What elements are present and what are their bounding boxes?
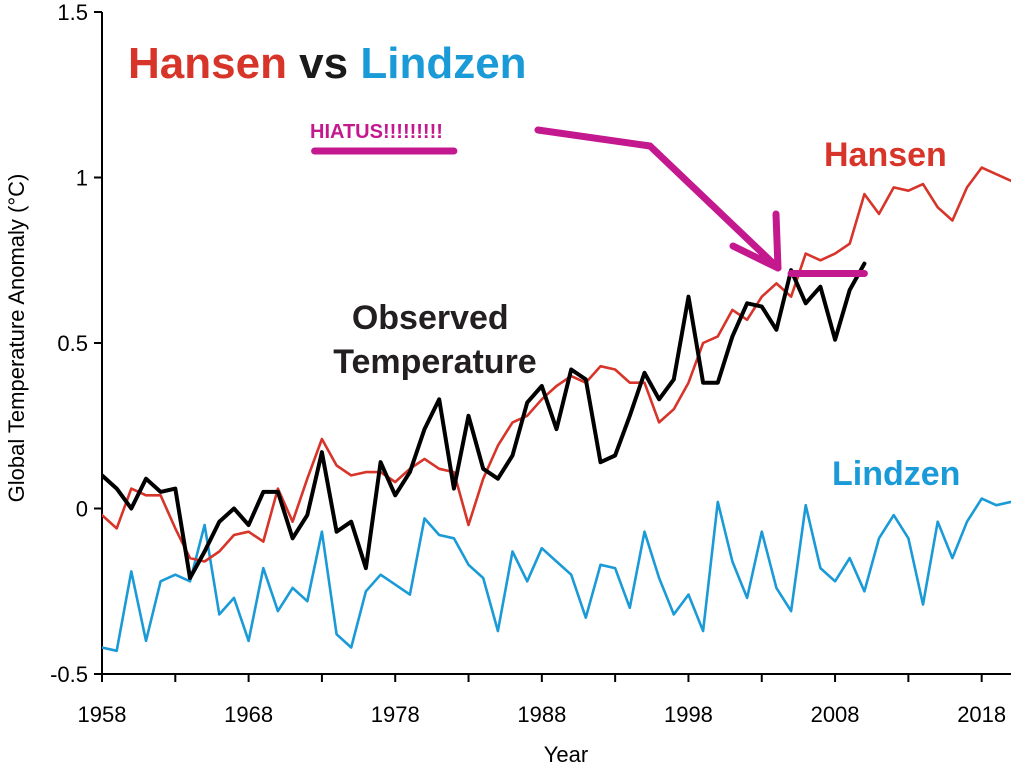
x-axis-title: Year bbox=[544, 742, 588, 767]
series-label-hansen: Hansen bbox=[824, 136, 947, 174]
observed-label-line-1: Observed bbox=[352, 299, 509, 337]
y-tick-label: 0.5 bbox=[57, 331, 88, 356]
x-tick-label: 2018 bbox=[957, 702, 1006, 727]
series-line-hansen bbox=[102, 166, 1011, 563]
hiatus-text: HIATUS!!!!!!!!! bbox=[310, 121, 443, 143]
y-axis-title: Global Temperature Anomaly (°C) bbox=[4, 174, 29, 503]
series-line-observed bbox=[102, 261, 867, 580]
chart-title-part: Lindzen bbox=[360, 39, 526, 88]
x-tick-label: 1968 bbox=[224, 702, 273, 727]
x-tick-label: 1998 bbox=[664, 702, 713, 727]
x-tick-label: 2008 bbox=[811, 702, 860, 727]
hiatus-arrow bbox=[534, 126, 782, 272]
x-tick-label: 1978 bbox=[371, 702, 420, 727]
y-tick-label: 1.5 bbox=[57, 0, 88, 25]
y-tick-label: -0.5 bbox=[50, 662, 88, 687]
y-ticks: -0.5 0 0.5 1 1.5 bbox=[50, 0, 102, 687]
x-tick-label: 1958 bbox=[78, 702, 127, 727]
chart-title-part: vs bbox=[287, 39, 360, 88]
y-tick-label: 0 bbox=[76, 497, 88, 522]
axes bbox=[101, 12, 1011, 675]
series-layer bbox=[102, 166, 1011, 653]
annotations: HIATUS!!!!!!!!! bbox=[310, 121, 868, 277]
series-line-lindzen bbox=[102, 497, 1011, 653]
x-tick-label: 1988 bbox=[517, 702, 566, 727]
x-ticks: 1958 1968 1978 1988 1998 2008 2018 bbox=[78, 674, 1006, 727]
chart-title: Hansen vs Lindzen bbox=[128, 39, 527, 88]
observed-label-line-2: Temperature bbox=[333, 343, 536, 381]
hiatus-arrowhead bbox=[729, 210, 782, 272]
observed-temperature-label: Observed Temperature bbox=[333, 299, 536, 381]
series-label-lindzen: Lindzen bbox=[832, 455, 960, 493]
y-tick-label: 1 bbox=[76, 166, 88, 191]
chart-title-part: Hansen bbox=[128, 39, 287, 88]
